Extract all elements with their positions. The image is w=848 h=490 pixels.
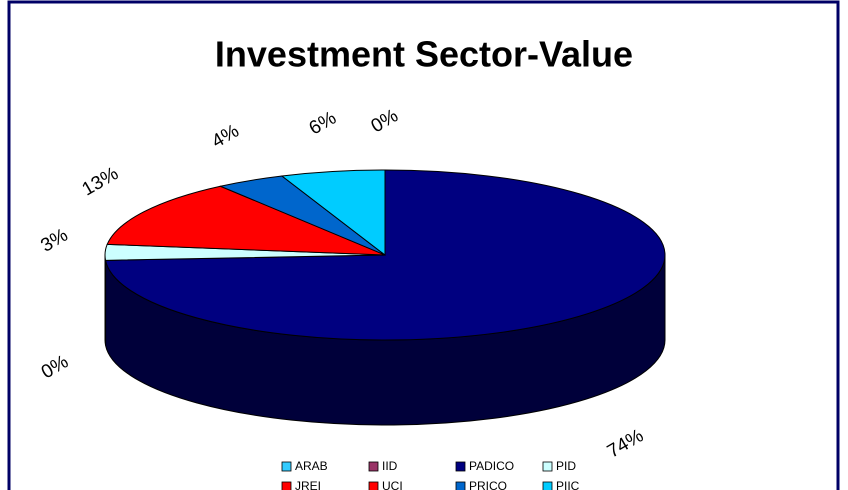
legend-swatch (281, 481, 292, 490)
legend-label: PADICO (469, 459, 514, 473)
legend-swatch (455, 481, 466, 490)
slice-side (104, 254, 107, 346)
legend-label: PIIC (556, 479, 580, 490)
legend-label: ARAB (295, 459, 328, 473)
legend-swatch (281, 461, 292, 472)
legend-swatch (542, 461, 553, 472)
chart-title: Investment Sector-Value (215, 34, 633, 75)
legend-label: IID (382, 459, 398, 473)
legend-label: JREI (295, 479, 321, 490)
legend-swatch (542, 481, 553, 490)
legend-label: PID (556, 459, 576, 473)
legend-label: UCI (382, 479, 403, 490)
legend-label: PRICO (469, 479, 507, 490)
legend-swatch (368, 481, 379, 490)
slice (106, 185, 386, 256)
legend-swatch (455, 461, 466, 472)
legend-swatch (368, 461, 379, 472)
